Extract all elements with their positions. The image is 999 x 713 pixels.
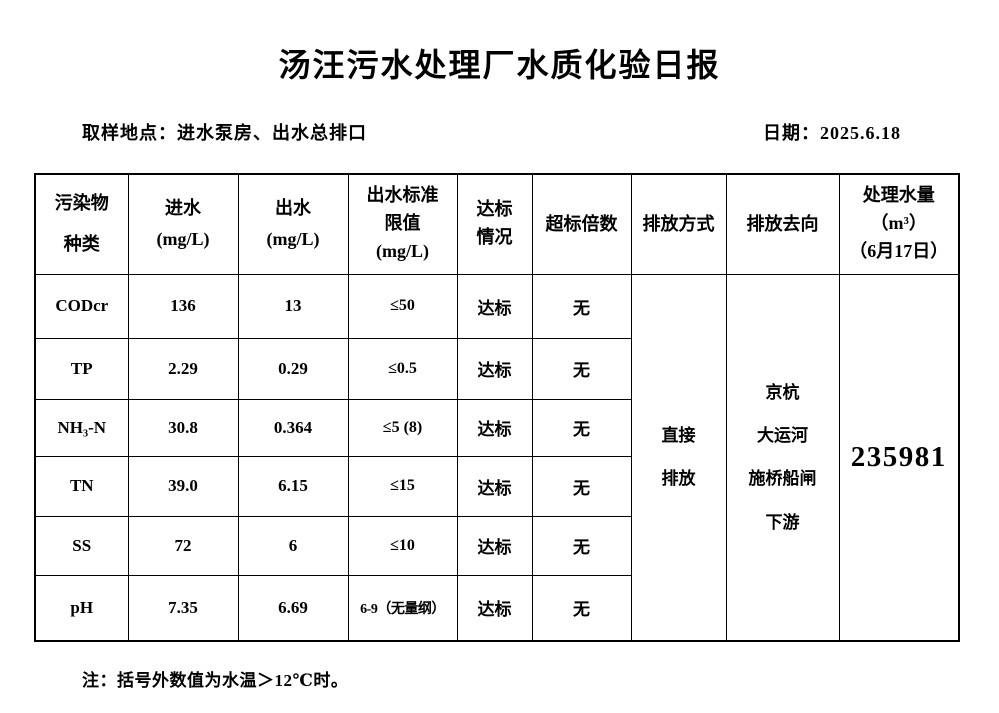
- cell-pollutant: CODcr: [34, 273, 129, 339]
- cell-compliance: 达标: [456, 515, 533, 576]
- report-title: 汤汪污水处理厂水质化验日报: [278, 47, 721, 83]
- report-date: 日期：2025.6.18: [763, 123, 901, 143]
- cell-influent: 72: [127, 515, 239, 576]
- cell-exceedance: 无: [531, 574, 632, 642]
- cell-exceedance: 无: [531, 273, 632, 339]
- table-row-codcr: CODcr 136 13 ≤50 达标 无 直接 排放 京杭 大运河 施桥船闸 …: [34, 273, 960, 642]
- cell-effluent: 6.15: [237, 455, 349, 517]
- cell-compliance: 达标: [456, 273, 533, 339]
- cell-effluent: 6: [237, 515, 349, 576]
- cell-influent: 7.35: [127, 574, 239, 642]
- header-pollutant-type: 污染物 种类: [34, 173, 129, 275]
- cell-discharge-destination: 京杭 大运河 施桥船闸 下游: [725, 273, 840, 642]
- cell-influent: 136: [127, 273, 239, 339]
- sampling-location: 取样地点：进水泵房、出水总排口: [82, 123, 367, 143]
- cell-influent: 2.29: [127, 337, 239, 400]
- cell-pollutant: TN: [34, 455, 129, 517]
- header-effluent: 出水 (mg/L): [237, 173, 349, 275]
- cell-effluent: 13: [237, 273, 349, 339]
- cell-influent: 39.0: [127, 455, 239, 517]
- cell-compliance: 达标: [456, 455, 533, 517]
- cell-compliance: 达标: [456, 574, 533, 642]
- cell-exceedance: 无: [531, 337, 632, 400]
- header-discharge-destination: 排放去向: [725, 173, 840, 275]
- footnote: 注：括号外数值为水温＞12℃时。: [82, 671, 349, 690]
- cell-effluent: 0.364: [237, 398, 349, 457]
- header-row: 污染物 种类 进水 (mg/L) 出水 (mg/L) 出水标准 限值 (mg/L…: [34, 173, 960, 275]
- cell-exceedance: 无: [531, 515, 632, 576]
- table-row-ss: SS 72 6 ≤10 达标 无: [34, 515, 959, 576]
- cell-limit: ≤10: [347, 515, 458, 576]
- cell-limit: ≤0.5: [347, 337, 458, 400]
- cell-exceedance: 无: [531, 455, 632, 517]
- cell-effluent: 6.69: [237, 574, 349, 642]
- cell-pollutant: TP: [34, 337, 129, 400]
- table-row-ph: pH 7.35 6.69 6-9（无量纲） 达标 无: [34, 574, 959, 642]
- header-treated-volume: 处理水量 （m³） （6月17日）: [838, 173, 960, 275]
- cell-limit: 6-9（无量纲）: [347, 574, 458, 642]
- table-row-nh3n: NH₃-N 30.8 0.364 ≤5 (8) 达标 无: [34, 398, 959, 457]
- cell-limit: ≤50: [347, 273, 458, 339]
- cell-compliance: 达标: [456, 337, 533, 400]
- cell-compliance: 达标: [456, 398, 533, 457]
- header-exceedance-multiple: 超标倍数: [531, 173, 632, 275]
- header-effluent-standard-limit: 出水标准 限值 (mg/L): [347, 173, 458, 275]
- cell-limit: ≤5 (8): [347, 398, 458, 457]
- header-influent: 进水 (mg/L): [127, 173, 239, 275]
- table-row-tp: TP 2.29 0.29 ≤0.5 达标 无: [34, 337, 959, 400]
- cell-exceedance: 无: [531, 398, 632, 457]
- table-row-tn: TN 39.0 6.15 ≤15 达标 无: [34, 455, 959, 517]
- header-discharge-mode: 排放方式: [630, 173, 727, 275]
- cell-treated-volume: 235981: [838, 273, 960, 642]
- cell-limit: ≤15: [347, 455, 458, 517]
- cell-pollutant: pH: [34, 574, 129, 642]
- cell-influent: 30.8: [127, 398, 239, 457]
- cell-discharge-mode: 直接 排放: [630, 273, 727, 642]
- header-compliance-status: 达标 情况: [456, 173, 533, 275]
- water-quality-table: 污染物 种类 进水 (mg/L) 出水 (mg/L) 出水标准 限值 (mg/L…: [34, 173, 960, 642]
- cell-effluent: 0.29: [237, 337, 349, 400]
- cell-pollutant: NH₃-N: [34, 398, 129, 457]
- cell-pollutant: SS: [34, 515, 129, 576]
